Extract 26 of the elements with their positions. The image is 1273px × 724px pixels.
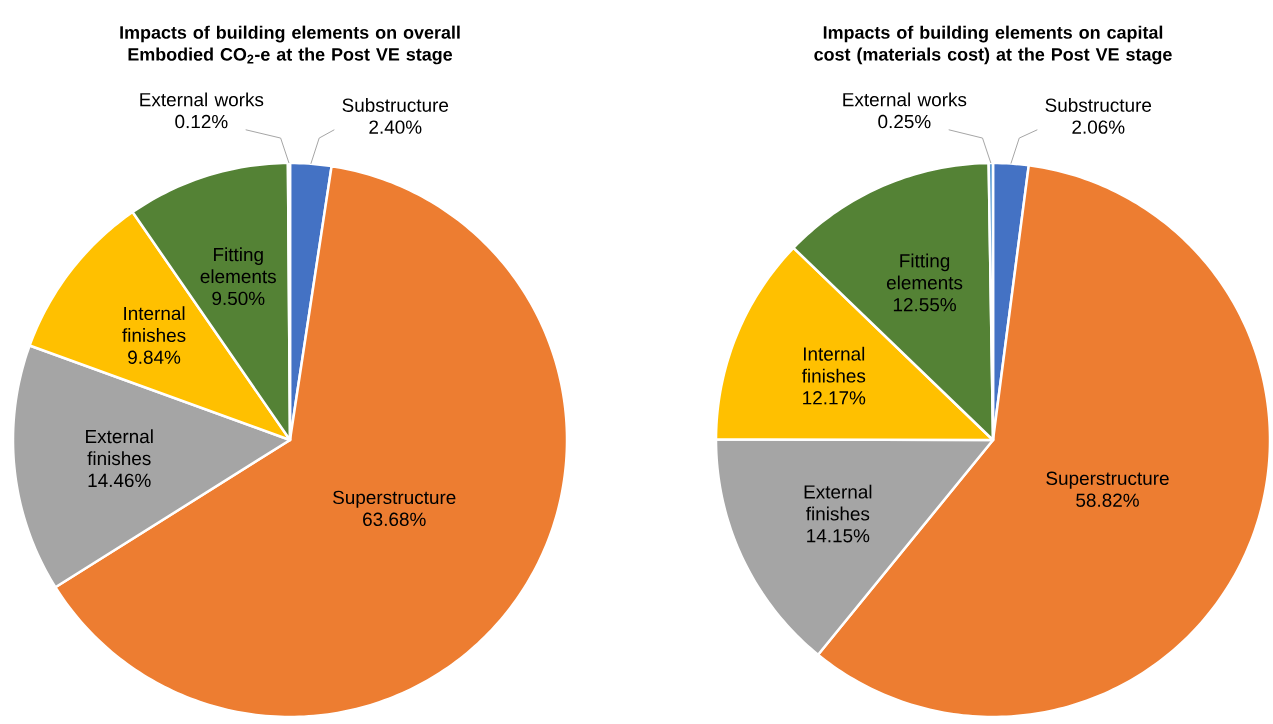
slice-label: External finishes [804, 484, 872, 521]
slice-label: Fitting elements [886, 253, 963, 290]
data-label: 2.40% [369, 120, 422, 134]
data-label: 14.15% [807, 529, 870, 543]
slice-label: Superstructure [333, 490, 456, 508]
slice-label: Substructure [342, 97, 449, 112]
slice-label: Internal finishes [122, 306, 186, 343]
slice-label: External works [843, 92, 967, 107]
data-label: 9.84% [128, 350, 181, 364]
data-label: 0.25% [878, 114, 931, 129]
data-label: 2.06% [1072, 120, 1125, 134]
data-label: 0.12% [175, 114, 228, 129]
data-label: 14.46% [88, 473, 151, 488]
slice-label: Substructure [1045, 97, 1152, 112]
data-label: 12.55% [893, 297, 956, 312]
data-label: 12.17% [803, 391, 866, 405]
chart-title: Impacts of building elements on capital cost (materials cost) at the Post VE stage [814, 25, 1172, 65]
slice-label: Internal finishes [801, 346, 866, 383]
chart-title: Impacts of building elements on overall Embodied CO$_{2}$-e at the Post VE stage [120, 25, 460, 65]
data-label: 58.82% [1076, 493, 1139, 507]
slice-label: Superstructure [1046, 471, 1169, 489]
slice-label: Fitting elements [200, 247, 276, 284]
data-label: 63.68% [363, 512, 426, 527]
slice-label: External works [140, 92, 264, 107]
slice-label: External finishes [86, 429, 153, 466]
data-label: 9.50% [212, 291, 265, 306]
